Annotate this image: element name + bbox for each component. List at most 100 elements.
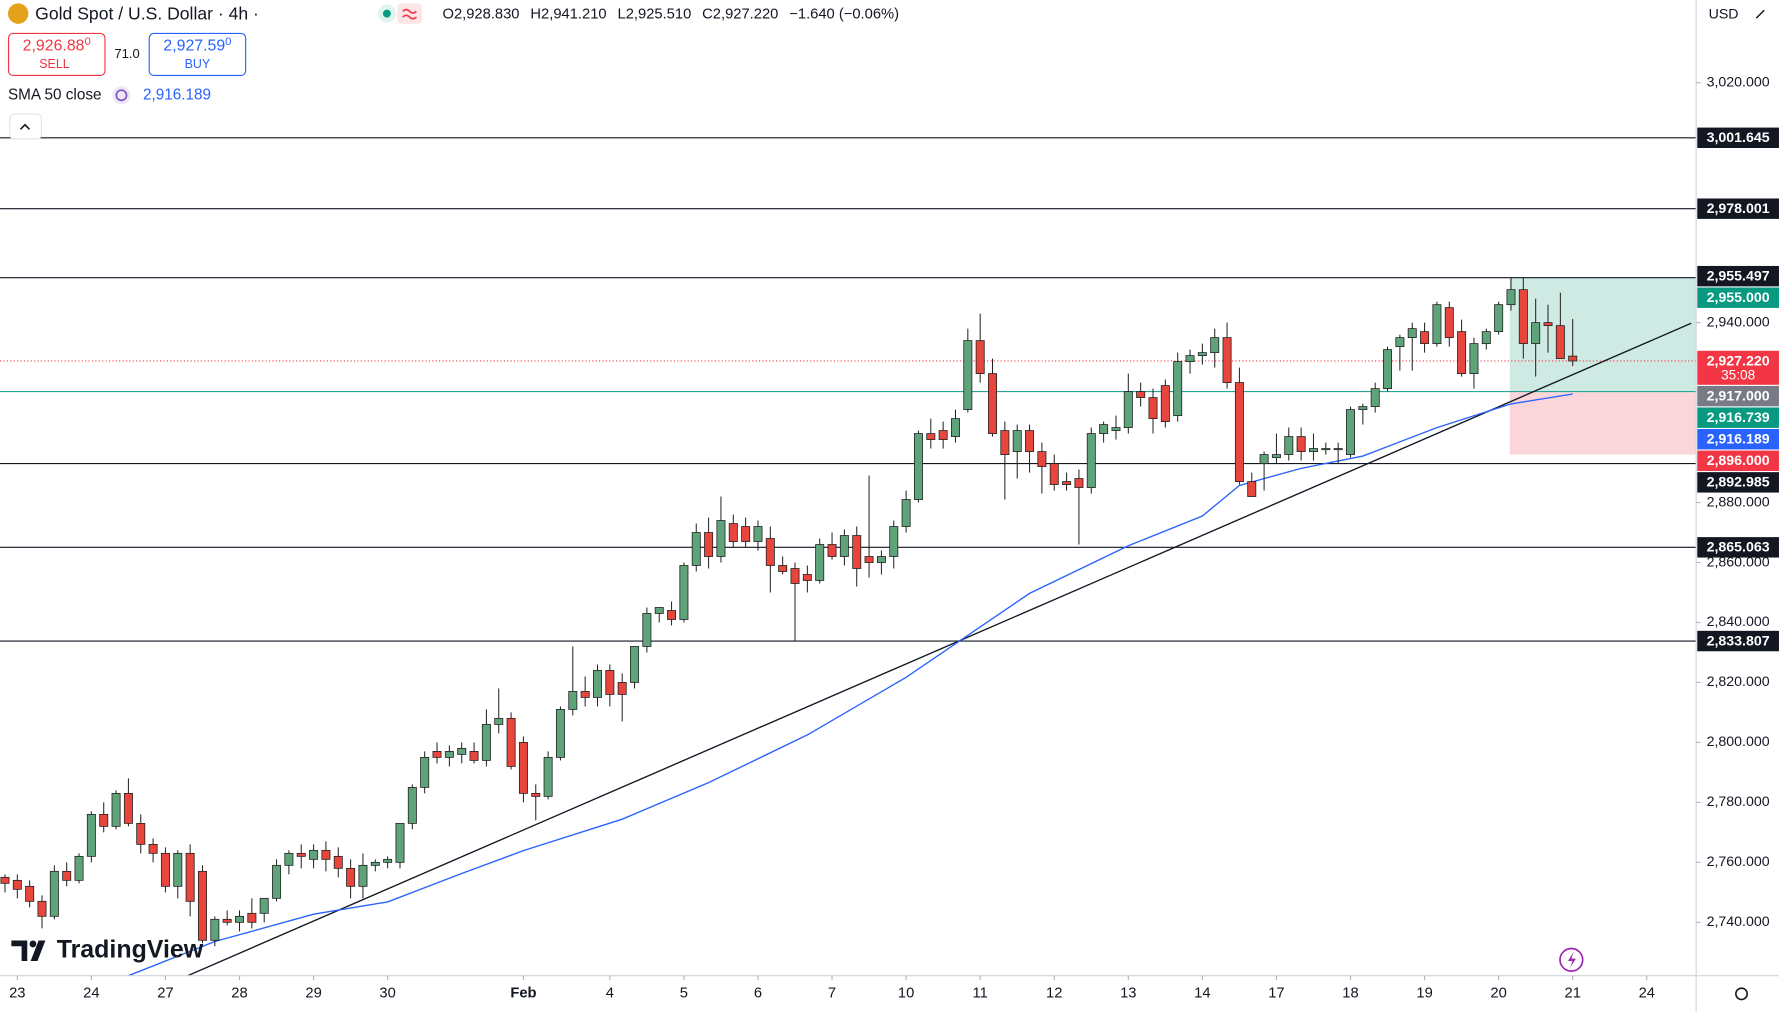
buy-price-sup: 0 bbox=[225, 36, 231, 48]
indicator-name: SMA 50 close bbox=[8, 86, 102, 103]
sell-button[interactable] bbox=[7, 32, 106, 77]
candle-body bbox=[1518, 289, 1528, 345]
buy-label: BUY bbox=[185, 57, 211, 71]
candle-body bbox=[1308, 448, 1318, 452]
y-tick-label: 2,940.000 bbox=[1707, 314, 1770, 330]
x-tick-label: 20 bbox=[1490, 986, 1506, 1002]
price-badge bbox=[1697, 350, 1779, 385]
y-tick-label: 2,740.000 bbox=[1707, 914, 1770, 930]
x-tick-label: 19 bbox=[1416, 986, 1432, 1002]
candle-body bbox=[1383, 349, 1393, 389]
symbol-icon bbox=[7, 3, 29, 24]
candle-body bbox=[296, 852, 306, 857]
candle-body bbox=[173, 852, 183, 887]
indicator-icon[interactable] bbox=[112, 86, 131, 105]
ohlc-open: O2,928.830 bbox=[442, 7, 519, 23]
candle-body bbox=[457, 748, 467, 755]
collapse-button[interactable] bbox=[9, 113, 43, 140]
candle-body bbox=[506, 718, 516, 767]
x-tick-label: 4 bbox=[606, 986, 614, 1002]
price-badge-label: 2,917.000 bbox=[1707, 388, 1770, 404]
plot-area bbox=[0, 137, 1697, 976]
x-tick-label: 28 bbox=[231, 986, 247, 1002]
position-stop bbox=[1509, 391, 1697, 455]
candle-body bbox=[802, 574, 812, 581]
price-badge bbox=[1697, 407, 1779, 428]
ohlc: O2,928.830 H2,941.210 L2,925.510 C2,927.… bbox=[442, 7, 899, 23]
candle-body bbox=[1568, 355, 1578, 362]
candle-body bbox=[1037, 451, 1047, 467]
candle-body bbox=[370, 861, 380, 866]
candle-body bbox=[753, 526, 763, 542]
data-button[interactable] bbox=[397, 3, 423, 24]
candle-body bbox=[667, 610, 677, 620]
price-badge-label: 2,927.220 bbox=[1707, 353, 1770, 369]
candle-body bbox=[1271, 454, 1281, 458]
x-tick-label: 23 bbox=[9, 986, 25, 1002]
price-badge-label: 2,955.000 bbox=[1707, 290, 1770, 306]
candle-body bbox=[284, 852, 294, 866]
candle-body bbox=[272, 864, 282, 899]
candle-body bbox=[1234, 382, 1244, 482]
sell-price-sup: 0 bbox=[84, 36, 90, 48]
y-tick-label: 2,820.000 bbox=[1707, 674, 1770, 690]
candle-body bbox=[1333, 448, 1343, 451]
candle-body bbox=[1296, 436, 1306, 452]
candle-body bbox=[1432, 304, 1442, 345]
ohlc-low: L2,925.510 bbox=[618, 7, 692, 23]
candle-body bbox=[0, 876, 10, 884]
candle-body bbox=[1099, 424, 1109, 434]
candle-body bbox=[1494, 304, 1504, 333]
spread: 71.0 bbox=[114, 46, 139, 61]
candle-body bbox=[605, 670, 615, 695]
price-badge-label: 2,955.497 bbox=[1707, 268, 1770, 284]
candle-body bbox=[160, 852, 170, 887]
indicator-value: 2,916.189 bbox=[143, 86, 211, 103]
candle-body bbox=[123, 792, 133, 824]
candle-body bbox=[1074, 478, 1084, 488]
candle-body bbox=[951, 418, 960, 437]
candle-body bbox=[210, 918, 220, 941]
price-badge bbox=[1697, 630, 1779, 652]
y-tick-label: 2,880.000 bbox=[1707, 494, 1770, 510]
x-tick-label: 13 bbox=[1120, 986, 1136, 1002]
ohlc-close: C2,927.220 bbox=[702, 7, 778, 23]
candle-body bbox=[1062, 481, 1072, 485]
candle-body bbox=[741, 526, 751, 542]
candle-body bbox=[827, 544, 837, 557]
price-badge bbox=[1697, 198, 1779, 219]
candle-body bbox=[765, 538, 775, 566]
settings-icon[interactable] bbox=[1735, 987, 1748, 1001]
candle-body bbox=[1049, 463, 1059, 485]
candle-body bbox=[926, 433, 936, 440]
candle-body bbox=[1222, 337, 1232, 383]
candle-body bbox=[148, 843, 158, 854]
candle-body bbox=[617, 682, 627, 695]
price-badge bbox=[1697, 127, 1779, 149]
x-tick-label: 14 bbox=[1194, 986, 1210, 1002]
x-tick-label: 10 bbox=[898, 986, 914, 1002]
candle-body bbox=[1086, 433, 1096, 488]
candle-body bbox=[1173, 361, 1183, 416]
ohlc-change: −1.640 (−0.06%) bbox=[789, 7, 899, 23]
collapse-icon bbox=[19, 123, 31, 130]
candle-body bbox=[1259, 454, 1269, 464]
x-tick-label: 6 bbox=[754, 986, 762, 1002]
candle-body bbox=[1284, 436, 1294, 455]
candle-body bbox=[1395, 337, 1405, 348]
candle-body bbox=[86, 813, 96, 857]
candle-body bbox=[1123, 391, 1133, 428]
candle-body bbox=[432, 751, 442, 758]
candle-body bbox=[1543, 322, 1553, 327]
candle-body bbox=[444, 751, 454, 758]
price-badge-label: 2,865.063 bbox=[1707, 540, 1770, 556]
candle-body bbox=[901, 499, 911, 527]
candle-body bbox=[778, 565, 788, 572]
candle-body bbox=[630, 646, 640, 683]
x-tick-label: 12 bbox=[1046, 986, 1062, 1002]
buy-button[interactable] bbox=[148, 32, 247, 77]
candle-body bbox=[259, 897, 269, 914]
candle-body bbox=[1197, 352, 1207, 357]
x-tick-label: 7 bbox=[828, 986, 836, 1002]
